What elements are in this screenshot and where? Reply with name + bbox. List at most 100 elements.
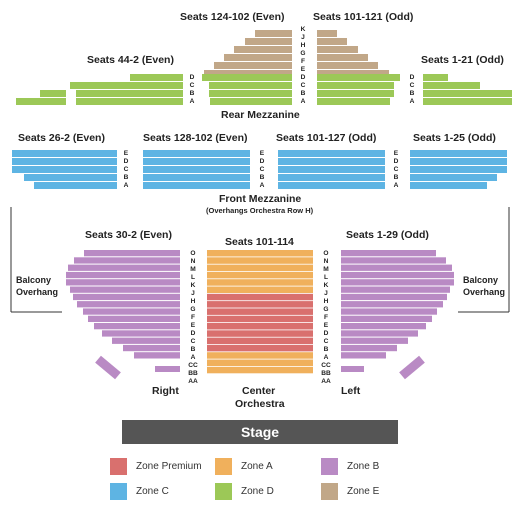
rear-center-right-row[interactable] bbox=[317, 38, 347, 45]
orchestra-right-row[interactable] bbox=[341, 352, 386, 359]
orchestra-right-row[interactable] bbox=[341, 250, 436, 257]
rear-center-right-row[interactable] bbox=[317, 98, 390, 105]
front-mezzanine-row[interactable] bbox=[410, 182, 487, 189]
orchestra-center-row[interactable] bbox=[207, 344, 313, 352]
orchestra-center-row[interactable] bbox=[207, 337, 313, 345]
orchestra-center-row[interactable] bbox=[207, 293, 313, 301]
orchestra-right-row[interactable] bbox=[341, 257, 446, 264]
orchestra-center-row[interactable] bbox=[207, 301, 313, 308]
front-mezzanine-row[interactable] bbox=[410, 174, 497, 181]
rear-center-left-row[interactable] bbox=[210, 98, 292, 105]
front-mezzanine-row[interactable] bbox=[410, 158, 507, 165]
rear-center-left-row[interactable] bbox=[234, 46, 292, 53]
front-mezzanine-row[interactable] bbox=[278, 150, 385, 157]
front-mezzanine-row[interactable] bbox=[278, 174, 385, 181]
orchestra-left-row[interactable] bbox=[123, 344, 180, 352]
rear-left-row[interactable] bbox=[130, 74, 183, 81]
orchestra-left-row[interactable] bbox=[88, 315, 180, 322]
orchestra-left-row[interactable] bbox=[77, 301, 180, 308]
orchestra-left-row[interactable] bbox=[83, 308, 180, 315]
rear-right-row[interactable] bbox=[423, 74, 448, 81]
rear-right-row[interactable] bbox=[480, 90, 512, 97]
orchestra-right-row[interactable] bbox=[341, 330, 418, 337]
orchestra-center-row[interactable] bbox=[207, 330, 313, 337]
rear-center-right-row[interactable] bbox=[317, 74, 400, 81]
rear-right-row[interactable] bbox=[480, 98, 512, 105]
orchestra-left-row[interactable] bbox=[134, 352, 180, 359]
orchestra-center-row[interactable] bbox=[207, 352, 313, 359]
front-mezzanine-row[interactable] bbox=[278, 182, 385, 189]
front-mezzanine-row[interactable] bbox=[143, 166, 250, 173]
orchestra-right-row[interactable] bbox=[341, 301, 443, 308]
orchestra-center-row[interactable] bbox=[207, 279, 313, 286]
rear-center-left-row[interactable] bbox=[209, 82, 292, 89]
rear-left-row[interactable] bbox=[16, 98, 66, 105]
rear-center-left-row[interactable] bbox=[245, 38, 292, 45]
orchestra-center-row[interactable] bbox=[207, 257, 313, 264]
orchestra-left-row[interactable] bbox=[70, 286, 180, 293]
orchestra-right-row[interactable] bbox=[341, 366, 364, 372]
orchestra-right-row[interactable] bbox=[341, 308, 437, 315]
rear-center-right-row[interactable] bbox=[317, 82, 394, 89]
rear-center-left-row[interactable] bbox=[204, 70, 292, 77]
rear-left-row[interactable] bbox=[70, 82, 183, 89]
orchestra-box-seats[interactable] bbox=[399, 355, 425, 380]
orchestra-right-row[interactable] bbox=[341, 293, 447, 301]
front-mezzanine-row[interactable] bbox=[410, 166, 507, 173]
front-mezzanine-row[interactable] bbox=[12, 166, 117, 173]
front-mezzanine-row[interactable] bbox=[12, 158, 117, 165]
orchestra-left-row[interactable] bbox=[74, 257, 180, 264]
orchestra-left-row[interactable] bbox=[66, 271, 180, 279]
rear-center-left-row[interactable] bbox=[214, 62, 292, 69]
orchestra-right-row[interactable] bbox=[341, 323, 426, 330]
orchestra-center-row[interactable] bbox=[207, 359, 313, 367]
front-mezzanine-row[interactable] bbox=[143, 174, 250, 181]
orchestra-right-row[interactable] bbox=[341, 264, 452, 271]
front-mezzanine-row[interactable] bbox=[278, 166, 385, 173]
rear-center-right-row[interactable] bbox=[317, 30, 337, 37]
rear-center-left-row[interactable] bbox=[202, 74, 292, 81]
front-mezzanine-row[interactable] bbox=[24, 174, 117, 181]
orchestra-center-row[interactable] bbox=[207, 250, 313, 257]
orchestra-right-row[interactable] bbox=[341, 315, 432, 322]
front-mezzanine-row[interactable] bbox=[143, 158, 250, 165]
rear-right-row[interactable] bbox=[423, 98, 503, 105]
orchestra-right-row[interactable] bbox=[341, 279, 454, 286]
orchestra-center-row[interactable] bbox=[207, 264, 313, 272]
rear-center-right-row[interactable] bbox=[317, 70, 389, 77]
orchestra-left-row[interactable] bbox=[112, 337, 180, 344]
rear-center-right-row[interactable] bbox=[317, 46, 358, 53]
orchestra-left-row[interactable] bbox=[68, 264, 180, 271]
orchestra-left-row[interactable] bbox=[84, 250, 180, 257]
rear-center-left-row[interactable] bbox=[209, 90, 292, 97]
orchestra-center-row[interactable] bbox=[207, 271, 313, 279]
rear-center-right-row[interactable] bbox=[317, 62, 378, 69]
rear-right-row[interactable] bbox=[448, 90, 480, 97]
orchestra-left-row[interactable] bbox=[66, 279, 180, 286]
rear-center-right-row[interactable] bbox=[317, 90, 394, 97]
front-mezzanine-row[interactable] bbox=[12, 150, 117, 157]
orchestra-center-row[interactable] bbox=[207, 315, 313, 323]
orchestra-center-row[interactable] bbox=[207, 323, 313, 330]
front-mezzanine-row[interactable] bbox=[143, 182, 250, 189]
front-mezzanine-row[interactable] bbox=[410, 150, 507, 157]
orchestra-right-row[interactable] bbox=[341, 286, 450, 293]
rear-left-row[interactable] bbox=[40, 90, 66, 97]
front-mezzanine-row[interactable] bbox=[34, 182, 117, 189]
rear-center-left-row[interactable] bbox=[224, 54, 292, 61]
rear-center-left-row[interactable] bbox=[255, 30, 292, 37]
orchestra-center-row[interactable] bbox=[207, 366, 313, 374]
rear-left-row[interactable] bbox=[76, 98, 183, 105]
orchestra-box-seats[interactable] bbox=[95, 355, 121, 380]
orchestra-right-row[interactable] bbox=[341, 344, 397, 352]
orchestra-right-row[interactable] bbox=[341, 337, 408, 344]
orchestra-right-row[interactable] bbox=[341, 271, 454, 279]
front-mezzanine-row[interactable] bbox=[143, 150, 250, 157]
orchestra-left-row[interactable] bbox=[155, 366, 180, 372]
orchestra-center-row[interactable] bbox=[207, 286, 313, 294]
orchestra-center-row[interactable] bbox=[207, 308, 313, 315]
orchestra-left-row[interactable] bbox=[102, 330, 180, 337]
front-mezzanine-row[interactable] bbox=[278, 158, 385, 165]
orchestra-left-row[interactable] bbox=[94, 323, 180, 330]
rear-left-row[interactable] bbox=[76, 90, 183, 97]
